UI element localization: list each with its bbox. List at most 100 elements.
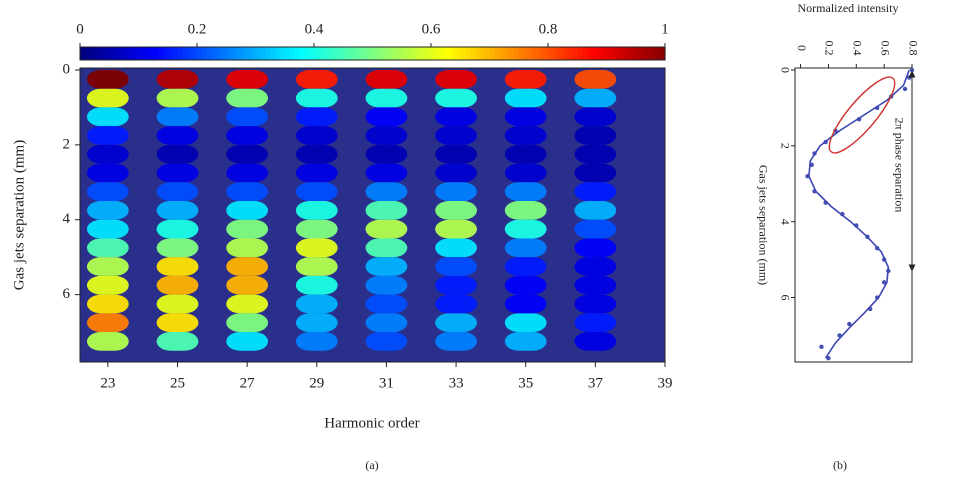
colorbar-step — [538, 47, 544, 60]
heat-cell — [295, 219, 338, 239]
heat-cell — [365, 70, 408, 89]
heat-cell — [574, 163, 617, 183]
x-tick-label: 35 — [518, 375, 533, 391]
heat-cell — [435, 294, 477, 314]
heat-cell — [226, 313, 269, 333]
colorbar-step — [172, 47, 179, 60]
colorbar-step — [387, 47, 393, 60]
value-axis-label: Normalized intensity — [798, 1, 899, 15]
heat-cell — [295, 88, 338, 108]
colorbar-step — [84, 47, 91, 60]
colorbar-step — [650, 47, 656, 60]
colorbar-step — [231, 47, 237, 60]
heat-cell — [86, 332, 129, 351]
colorbar-step — [104, 47, 110, 60]
colorbar-step — [309, 47, 315, 60]
colorbar-step — [328, 47, 335, 60]
colorbar-step — [362, 47, 369, 60]
colorbar-step — [630, 47, 637, 60]
heat-cell — [574, 201, 617, 220]
colorbar-step — [94, 47, 101, 60]
fit-line — [808, 69, 910, 359]
heat-cell — [435, 88, 477, 108]
colorbar-step — [445, 47, 452, 60]
heat-cell — [156, 126, 199, 145]
colorbar-step — [548, 47, 554, 60]
heat-cell — [156, 313, 199, 333]
heat-cell — [86, 201, 129, 220]
heat-cell — [226, 238, 269, 258]
heat-cell — [435, 163, 477, 183]
heat-cell — [86, 182, 129, 202]
colorbar-step — [270, 47, 276, 60]
separation-tick-label: 0 — [778, 67, 792, 73]
colorbar-step — [294, 47, 300, 60]
colorbar-step — [450, 47, 456, 60]
heat-cell — [435, 107, 477, 127]
colorbar-step — [616, 47, 622, 60]
colorbar-step — [123, 47, 130, 60]
heat-cell — [156, 219, 199, 239]
panel-label: (b) — [833, 458, 847, 472]
heat-cell — [365, 144, 408, 164]
heat-cell — [295, 70, 338, 89]
heat-cell — [156, 294, 199, 314]
colorbar-step — [567, 47, 573, 60]
colorbar-step — [582, 47, 588, 60]
colorbar-step — [260, 47, 266, 60]
x-tick-label: 39 — [658, 375, 673, 391]
colorbar-step — [197, 47, 203, 60]
colorbar-step — [382, 47, 388, 60]
data-point — [819, 344, 824, 350]
colorbar-tick-label: 0.2 — [188, 21, 207, 37]
heat-cell — [295, 144, 338, 164]
heat-cell — [435, 257, 477, 276]
colorbar-step — [226, 47, 232, 60]
heat-cell — [365, 238, 408, 258]
heat-cell — [504, 144, 547, 164]
colorbar-step — [484, 47, 491, 60]
colorbar-step — [187, 47, 193, 60]
colorbar-step — [552, 47, 559, 60]
heat-cell — [504, 88, 547, 108]
colorbar-step — [133, 47, 140, 60]
heat-cell — [504, 70, 547, 89]
heat-cell — [86, 313, 129, 333]
heat-cell — [435, 313, 477, 333]
heat-cell — [504, 294, 547, 314]
heat-cell — [295, 163, 338, 183]
colorbar-step — [333, 47, 339, 60]
y-tick-label: 4 — [63, 211, 71, 227]
heat-cell — [156, 275, 199, 295]
heat-cell — [574, 294, 617, 314]
colorbar-step — [494, 47, 500, 60]
colorbar-step — [460, 47, 466, 60]
heat-cell — [435, 70, 477, 89]
colorbar-step — [236, 47, 242, 60]
colorbar-step — [591, 47, 598, 60]
colorbar-step — [606, 47, 612, 60]
heat-cell — [156, 107, 199, 127]
colorbar-step — [523, 47, 530, 60]
colorbar-step — [221, 47, 227, 60]
colorbar-step — [167, 47, 174, 60]
value-tick-label: 0.2 — [823, 41, 837, 56]
heat-cell — [365, 275, 408, 295]
heat-cell — [574, 107, 617, 127]
heat-cell — [86, 275, 129, 295]
colorbar-frame — [79, 46, 666, 61]
colorbar-step — [114, 47, 120, 60]
heat-cell — [574, 144, 617, 164]
colorbar-step — [240, 47, 247, 60]
colorbar-step — [348, 47, 354, 60]
colorbar-step — [392, 47, 398, 60]
data-point — [902, 86, 908, 92]
colorbar-step — [158, 47, 164, 60]
colorbar-step — [601, 47, 608, 60]
separation-tick-label: 6 — [778, 295, 792, 301]
colorbar-step — [435, 47, 442, 60]
colorbar-step — [626, 47, 632, 60]
heat-cell — [365, 107, 408, 127]
colorbar-step — [416, 47, 422, 60]
